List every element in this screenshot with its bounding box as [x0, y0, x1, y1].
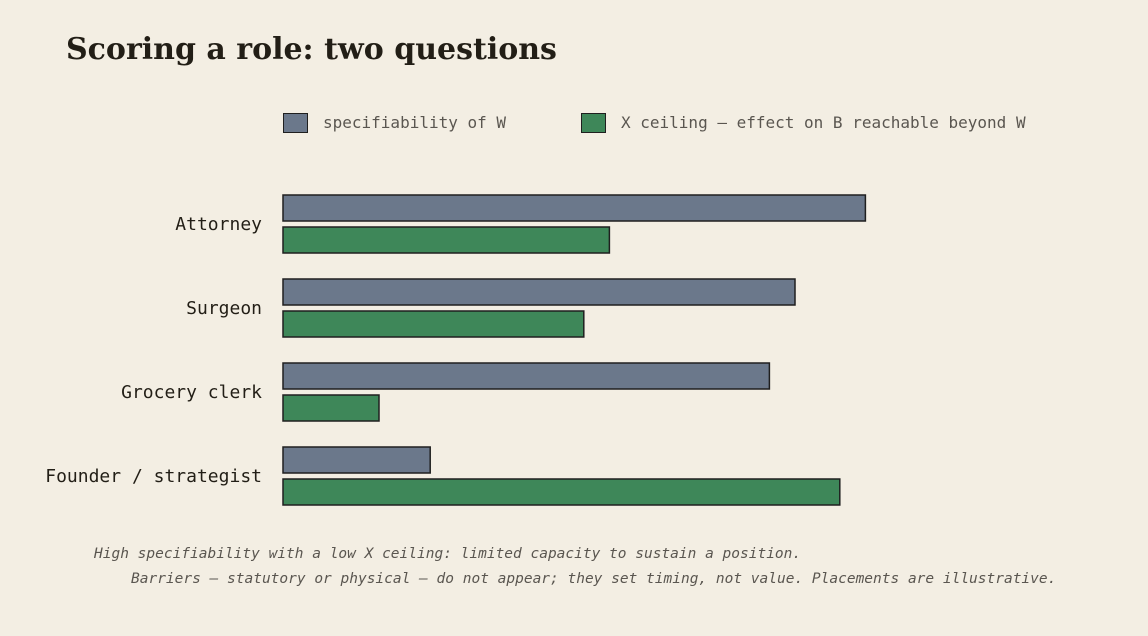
category-label-grocery-clerk: Grocery clerk: [121, 382, 262, 403]
legend-swatch-x-ceiling: [581, 113, 606, 133]
legend-label-x-ceiling: X ceiling — effect on B reachable beyond…: [621, 113, 1026, 132]
chart-title: Scoring a role: two questions: [66, 32, 557, 67]
bar-surgeon-x-ceiling: [282, 310, 585, 338]
bar-founder-strategist-specifiability: [282, 446, 431, 474]
category-label-surgeon: Surgeon: [186, 298, 262, 319]
footnote-line-2: Barriers — statutory or physical — do no…: [131, 571, 1057, 587]
category-label-attorney: Attorney: [175, 214, 262, 235]
legend-label-specifiability: specifiability of W: [323, 113, 507, 132]
bar-attorney-specifiability: [282, 194, 867, 222]
bar-attorney-x-ceiling: [282, 226, 611, 254]
bar-surgeon-specifiability: [282, 278, 796, 306]
bar-grocery-clerk-x-ceiling: [282, 394, 380, 422]
category-label-founder-strategist: Founder / strategist: [45, 466, 262, 487]
legend-swatch-specifiability: [283, 113, 308, 133]
bar-founder-strategist-x-ceiling: [282, 478, 841, 506]
bar-grocery-clerk-specifiability: [282, 362, 771, 390]
footnote-line-1: High specifiability with a low X ceiling…: [94, 546, 802, 562]
